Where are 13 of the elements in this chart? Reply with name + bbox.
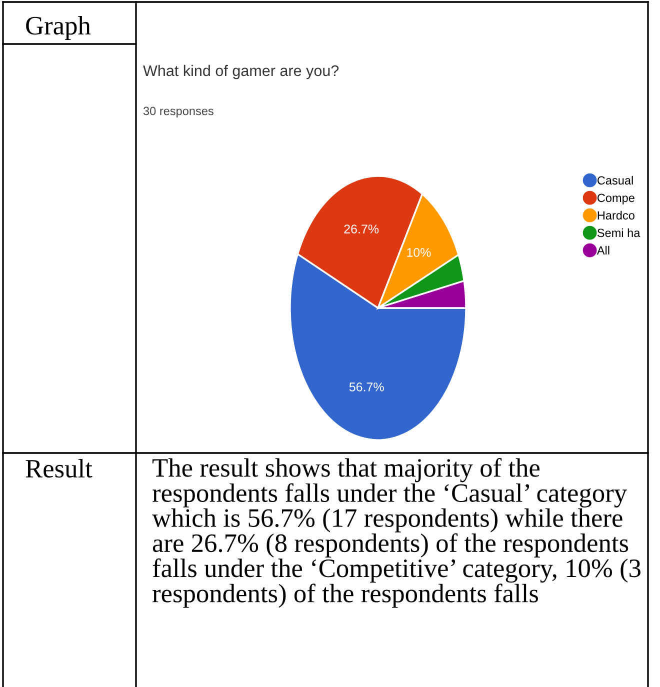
legend-label: All bbox=[596, 246, 610, 254]
data-label: 56.7% bbox=[349, 382, 384, 392]
text: Graph bbox=[26, 16, 91, 40]
data-label: 10% bbox=[407, 248, 431, 257]
legend-label: Compe bbox=[597, 194, 634, 204]
chart-title: What kind of gamer are you? bbox=[143, 64, 339, 80]
data-label: 26.7% bbox=[344, 224, 379, 234]
legend-label: Semi ha bbox=[597, 228, 640, 238]
legend-label: Hardco bbox=[598, 210, 634, 220]
text: The result shows that majority of the respondents falls under the ‘Casual’ category which is 56.7% (17 respondents) while there are 26.7% (8 respondents) of the respondents falls under the ‘Competitive’ category, 10% (3 respondents) of the respondents falls bbox=[152, 458, 640, 608]
legend-label: Casual bbox=[597, 176, 633, 185]
text: Result bbox=[26, 459, 92, 478]
text: 30 responses bbox=[143, 106, 214, 118]
